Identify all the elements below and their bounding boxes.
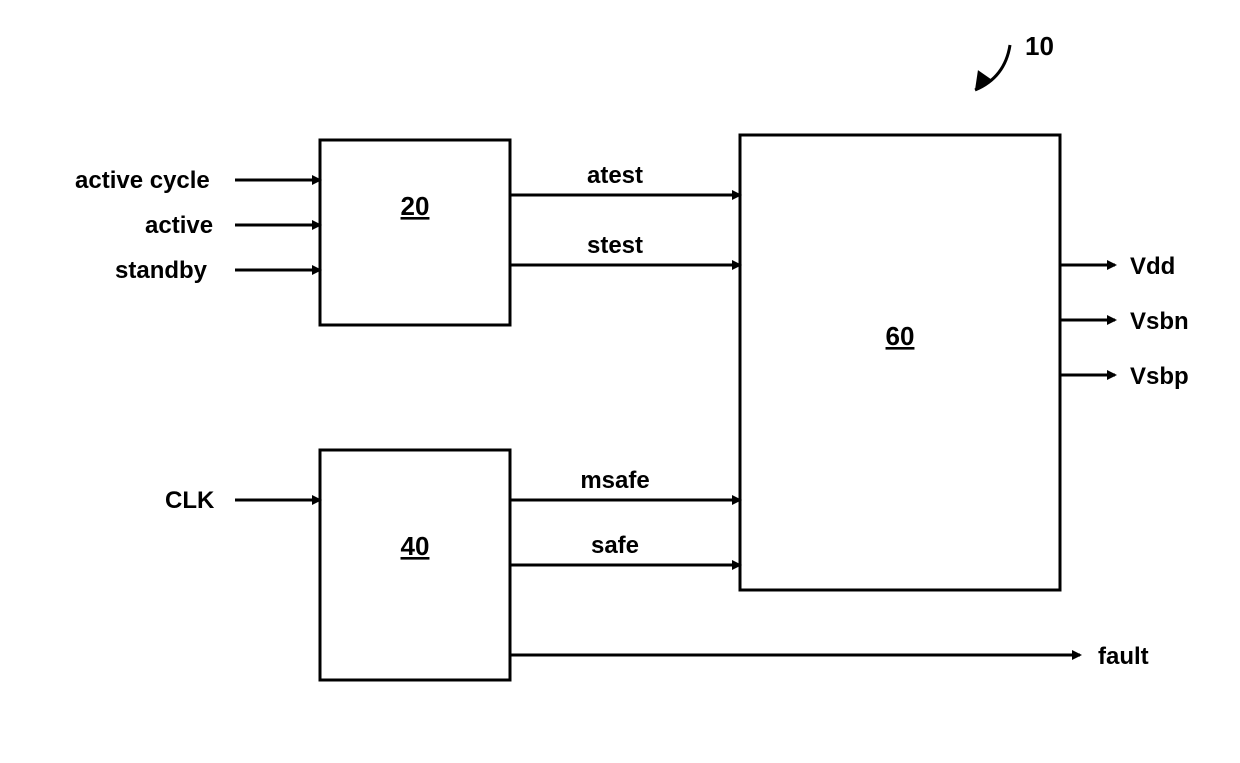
block-label-60: 60	[886, 321, 915, 351]
ref-label-10: 10	[1025, 31, 1054, 61]
label-atest: atest	[587, 162, 643, 189]
label-vdd: Vdd	[1130, 253, 1175, 280]
label-active: active	[145, 212, 213, 239]
block-label-40: 40	[401, 531, 430, 561]
block-b40	[320, 450, 510, 680]
label-active_cycle: active cycle	[75, 167, 210, 194]
label-msafe: msafe	[580, 467, 649, 494]
block-label-20: 20	[401, 191, 430, 221]
label-standby: standby	[115, 257, 208, 284]
label-clk: CLK	[165, 487, 215, 514]
label-safe: safe	[591, 532, 639, 559]
block-b20	[320, 140, 510, 325]
label-vsbp: Vsbp	[1130, 363, 1189, 390]
label-vsbn: Vsbn	[1130, 308, 1189, 335]
label-fault: fault	[1098, 643, 1149, 670]
block-diagram: 20 40 60 active cycle active standby CLK atest s…	[0, 0, 1240, 763]
block-b60	[740, 135, 1060, 590]
label-stest: stest	[587, 232, 643, 259]
